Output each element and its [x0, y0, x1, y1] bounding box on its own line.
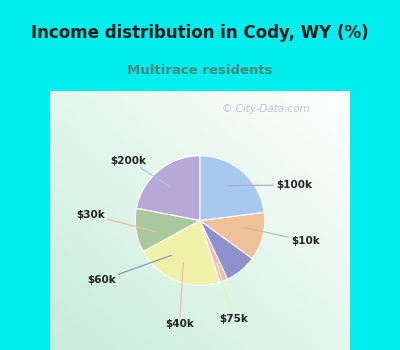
- Text: Income distribution in Cody, WY (%): Income distribution in Cody, WY (%): [31, 24, 369, 42]
- Wedge shape: [200, 220, 252, 279]
- Text: $75k: $75k: [217, 262, 248, 324]
- Wedge shape: [136, 156, 200, 220]
- Wedge shape: [200, 220, 228, 282]
- Text: $10k: $10k: [245, 228, 320, 246]
- Text: $200k: $200k: [110, 155, 170, 187]
- Text: $60k: $60k: [87, 256, 171, 286]
- Wedge shape: [200, 156, 264, 220]
- Text: © City-Data.com: © City-Data.com: [222, 104, 310, 114]
- Text: $100k: $100k: [229, 180, 312, 190]
- Wedge shape: [135, 208, 200, 252]
- Text: Multirace residents: Multirace residents: [127, 63, 273, 77]
- Wedge shape: [200, 212, 265, 259]
- Wedge shape: [143, 220, 220, 285]
- Text: $30k: $30k: [76, 210, 156, 232]
- Text: $40k: $40k: [165, 262, 194, 329]
